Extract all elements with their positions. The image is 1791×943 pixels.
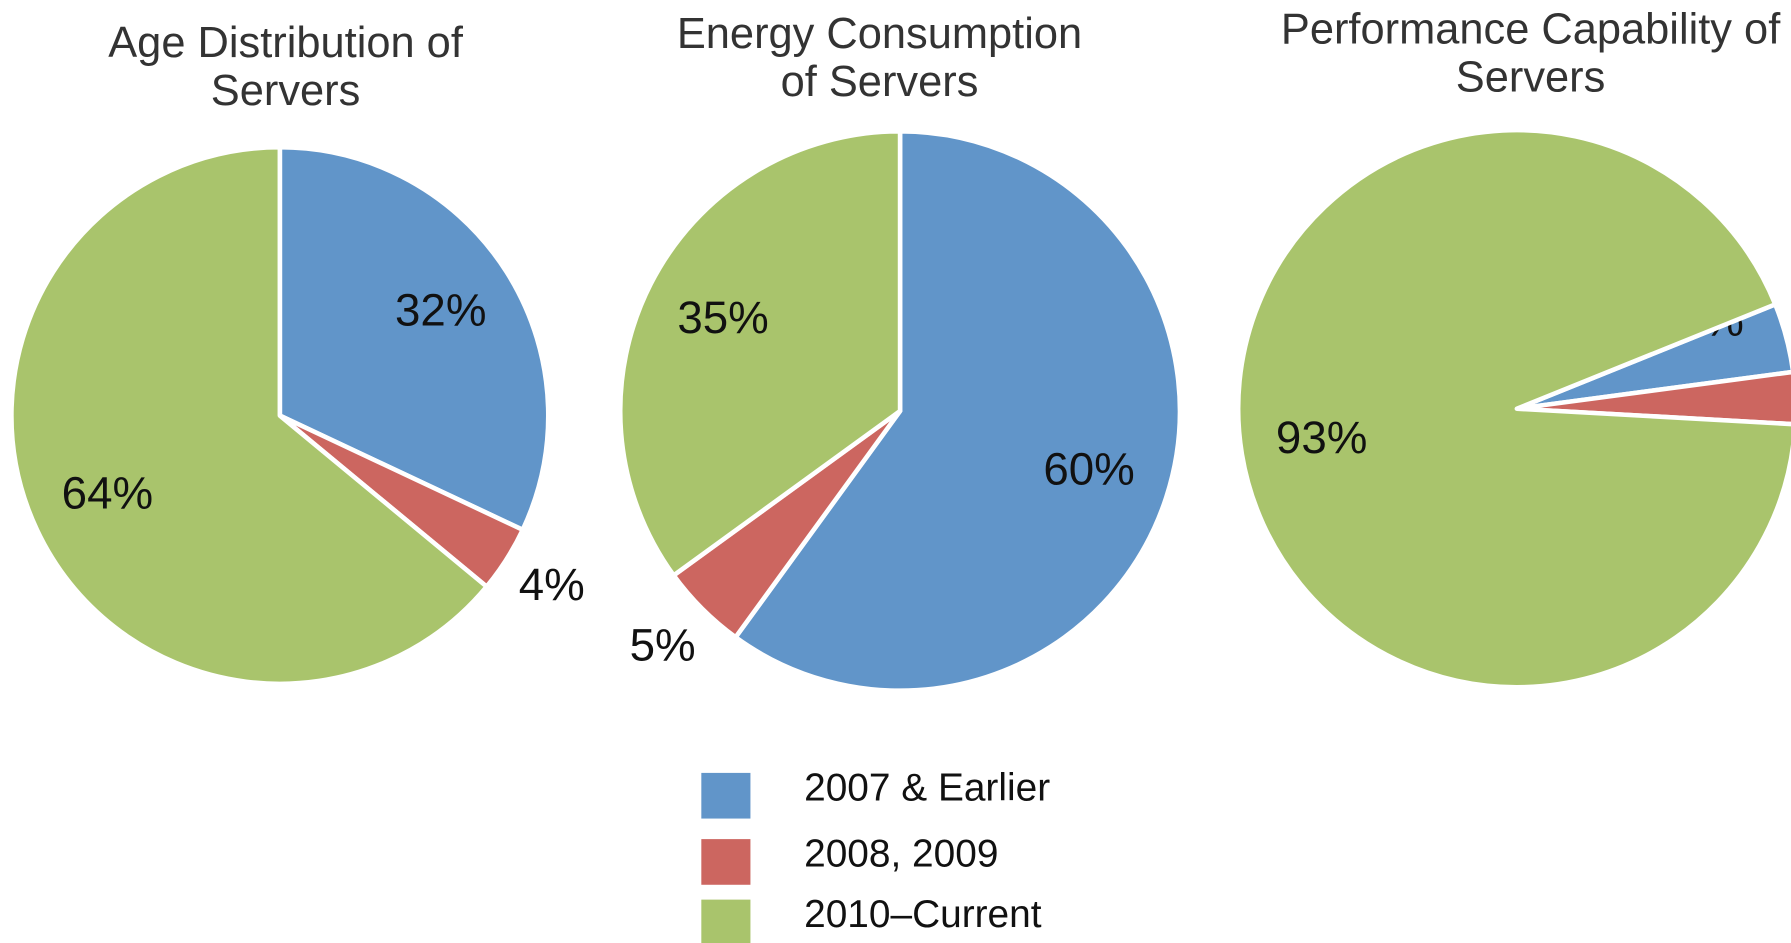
pie-slice xyxy=(1235,127,1791,690)
data-label: 32% xyxy=(395,285,486,336)
legend-swatch xyxy=(701,772,751,819)
chart-title: Performance Capability of Servers xyxy=(1280,5,1781,102)
chart-title: Age Distribution of Servers xyxy=(108,19,463,116)
legend-label: 2007 & Earlier xyxy=(804,766,1050,809)
chart-title-box: Energy Consumption of Servers xyxy=(676,10,1083,107)
data-label: 4% xyxy=(519,559,585,610)
pie-slice xyxy=(617,129,903,578)
data-label: 93% xyxy=(1276,412,1367,463)
legend-label: 2010–Current xyxy=(804,893,1042,936)
legend-swatch xyxy=(701,839,751,885)
data-label: 64% xyxy=(62,468,153,519)
legend-label: 2008, 2009 xyxy=(804,832,998,875)
pie-slice xyxy=(9,144,489,687)
data-label: 35% xyxy=(677,292,768,343)
pie-slice xyxy=(733,129,1183,693)
data-label: 5% xyxy=(630,619,696,670)
chart-title: Energy Consumption of Servers xyxy=(676,10,1083,107)
data-label: 60% xyxy=(1043,443,1134,494)
chart-title-box: Age Distribution of Servers xyxy=(108,19,463,116)
pie-slice xyxy=(277,144,551,533)
legend-swatch xyxy=(701,899,751,943)
chart-title-box: Performance Capability of Servers xyxy=(1280,5,1781,102)
